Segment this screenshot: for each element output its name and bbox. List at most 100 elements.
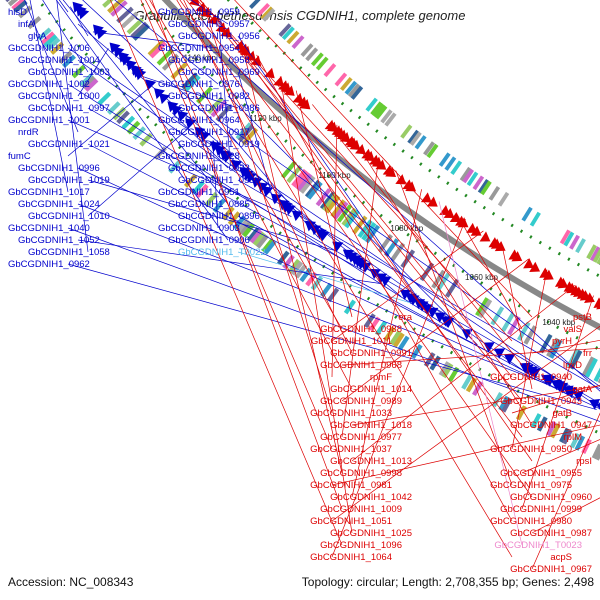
category-block xyxy=(294,264,308,279)
category-block xyxy=(478,299,493,319)
leader-line xyxy=(77,203,547,385)
feature-label: GbCGDNIH1_0964 xyxy=(158,115,240,126)
feature-label: GbCGDNIH1_1019 xyxy=(28,175,110,186)
feature-label: GbCGDNIH1_0959 xyxy=(158,7,240,18)
leader-line xyxy=(331,325,600,522)
feature-label: GbCGDNIH1_0962 xyxy=(8,259,90,270)
feature-label: GbCGDNIH1_0954 xyxy=(158,43,240,54)
category-block xyxy=(407,129,420,145)
category-block xyxy=(278,23,292,37)
feature-label: pstB xyxy=(573,312,592,323)
category-block xyxy=(287,258,301,274)
category-block xyxy=(195,183,209,199)
category-block xyxy=(594,447,600,461)
category-block xyxy=(181,72,199,90)
category-block xyxy=(241,127,259,146)
category-block xyxy=(97,91,112,106)
category-block xyxy=(530,413,542,429)
category-block xyxy=(324,195,341,214)
feature-label: GbCGDNIH1_T0022 xyxy=(178,247,266,258)
feature-label: GbCGDNIH1_0917 xyxy=(168,127,250,138)
reverse-gene xyxy=(188,0,200,7)
leader-line xyxy=(92,31,219,49)
leader-line xyxy=(149,0,343,330)
leader-line xyxy=(237,35,430,316)
reverse-gene xyxy=(326,121,338,132)
leader-line xyxy=(29,0,69,193)
feature-label: GbCGDNIH1_0968 xyxy=(320,360,402,371)
category-block xyxy=(461,374,473,390)
category-block xyxy=(210,99,228,118)
category-block xyxy=(581,356,595,377)
leader-line xyxy=(77,59,248,182)
leader-line xyxy=(511,384,600,414)
reverse-gene xyxy=(364,150,375,162)
feature-label: GbCGDNIH1_1000 xyxy=(18,91,100,102)
forward-gene xyxy=(380,276,392,287)
tick-label: 1040 kbp xyxy=(542,318,575,327)
label-leader-lines xyxy=(24,0,600,570)
category-block xyxy=(569,433,581,449)
reverse-gene xyxy=(557,277,569,289)
leader-line xyxy=(67,83,449,328)
category-block xyxy=(523,325,537,345)
leader-line xyxy=(67,263,597,410)
feature-label: GbCGDNIH1_0967 xyxy=(510,564,592,575)
feature-label: GbCGDNIH1_0977 xyxy=(320,432,402,443)
forward-gene xyxy=(96,28,108,40)
feature-label: GbCGDNIH1_0960 xyxy=(510,492,592,503)
category-block xyxy=(462,168,475,184)
feature-label: GbCGDNIH1_0987 xyxy=(510,528,592,539)
forward-gene xyxy=(494,348,506,359)
feature-label: GbCGDNIH1_0919 xyxy=(178,139,260,150)
leader-line xyxy=(227,131,319,238)
category-block xyxy=(350,85,364,100)
category-block xyxy=(132,24,151,41)
leader-line xyxy=(279,76,353,534)
reverse-gene xyxy=(195,2,206,13)
leader-line xyxy=(186,0,523,438)
feature-label: GbCGDNIH1_1014 xyxy=(330,384,412,395)
category-block xyxy=(262,8,276,22)
category-block xyxy=(330,199,346,218)
leader-line xyxy=(521,295,594,510)
feature-label: fumC xyxy=(8,151,31,162)
feature-label: GbCGDNIH1_1024 xyxy=(18,199,100,210)
feature-label: GbCGDNIH1_0956 xyxy=(178,31,260,42)
feature-label: GbCGDNIH1_1009 xyxy=(320,504,402,515)
category-block xyxy=(191,180,205,195)
category-block xyxy=(459,166,472,182)
category-block xyxy=(343,299,357,315)
category-block xyxy=(13,0,28,13)
leader-line xyxy=(237,251,411,304)
category-block xyxy=(546,337,560,358)
category-block xyxy=(480,180,492,196)
feature-label: GbCGDNIH1_0976 xyxy=(158,79,240,90)
leader-line xyxy=(351,285,576,462)
leader-line xyxy=(56,0,89,253)
tick-label: 1080 kbp xyxy=(390,224,423,233)
reverse-gene xyxy=(470,225,482,236)
forward-gene xyxy=(572,390,584,402)
category-block xyxy=(497,191,510,207)
category-block xyxy=(252,231,266,247)
feature-label: GbCGDNIH1_0989 xyxy=(320,396,402,407)
category-block xyxy=(491,392,503,408)
category-block xyxy=(448,366,460,382)
feature-label: GbCGDNIH1_1003 xyxy=(28,67,110,78)
category-block xyxy=(183,173,198,188)
feature-label: frr xyxy=(583,348,592,359)
forward-gene xyxy=(421,304,434,315)
category-block xyxy=(286,30,300,45)
category-block xyxy=(585,357,598,378)
feature-label: GbCGDNIH1_0906 xyxy=(168,235,250,246)
tick-label: 1060 kbp xyxy=(465,273,498,282)
feature-label: GbCGDNIH1_1058 xyxy=(28,247,110,258)
forward-gene xyxy=(222,151,234,163)
category-block xyxy=(40,31,56,45)
category-block xyxy=(212,198,226,213)
feature-label: GbCGDNIH1_1025 xyxy=(330,528,412,539)
category-block xyxy=(58,50,73,65)
category-block xyxy=(249,0,261,10)
reverse-gene xyxy=(240,45,251,57)
